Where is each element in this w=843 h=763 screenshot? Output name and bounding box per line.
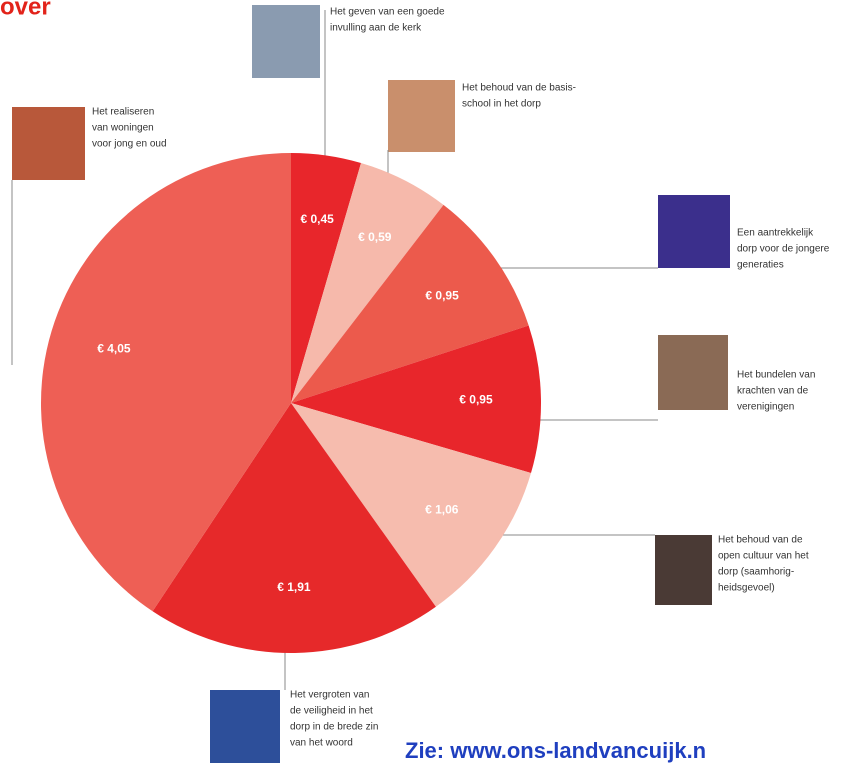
pie-slice (291, 204, 529, 403)
slice-label: invulling aan de kerk (330, 23, 422, 34)
photo (658, 335, 728, 410)
photo (388, 80, 455, 152)
slice-label: heidsgevoel) (718, 583, 775, 594)
value-label: € 0,95 (459, 392, 493, 406)
pie-slice (291, 163, 444, 403)
slice-label: de veiligheid in het (290, 706, 373, 717)
value-label: € 0,45 (300, 212, 334, 226)
slice-label: Het bundelen van (737, 370, 815, 381)
pie-slice (291, 403, 531, 607)
photo (655, 535, 712, 605)
value-label: € 0,59 (358, 230, 392, 244)
slice-label: open cultuur van het (718, 551, 809, 562)
slice-label: dorp (saamhorig- (718, 567, 794, 578)
slice-label: verenigingen (737, 402, 794, 413)
chart-title: over (0, 0, 51, 20)
pie-slice (291, 153, 362, 403)
value-label: € 4,05 (97, 342, 131, 356)
slice-label: krachten van de (737, 386, 809, 397)
pie-slice (291, 325, 542, 474)
slice-label: Het realiseren (92, 107, 154, 118)
slice-label: dorp voor de jongere (737, 244, 830, 255)
footer-link: Zie: www.ons-landvancuijk.n (405, 738, 706, 763)
slice-label: Het geven van een goede (330, 7, 445, 18)
slice-label: Het vergroten van (290, 690, 370, 701)
slice-label: Het behoud van de basis- (462, 83, 576, 94)
slice-label: dorp in de brede zin (290, 722, 378, 733)
slice-label: voor jong en oud (92, 139, 167, 150)
photo (252, 5, 320, 78)
slice-label: Een aantrekkelijk (737, 228, 814, 239)
slice-label: Het behoud van de (718, 535, 803, 546)
value-label: € 0,95 (425, 288, 459, 302)
photos (12, 5, 730, 763)
slice-label: school in het dorp (462, 99, 541, 110)
pie-slice (152, 403, 436, 653)
pie-slice (41, 153, 291, 612)
slice-label: generaties (737, 260, 784, 271)
photo (658, 195, 730, 268)
value-label: € 1,91 (277, 580, 311, 594)
slice-label: van het woord (290, 738, 353, 749)
value-label: € 1,06 (425, 502, 459, 516)
photo (12, 107, 85, 180)
slice-label: van woningen (92, 123, 154, 134)
photo (210, 690, 280, 763)
